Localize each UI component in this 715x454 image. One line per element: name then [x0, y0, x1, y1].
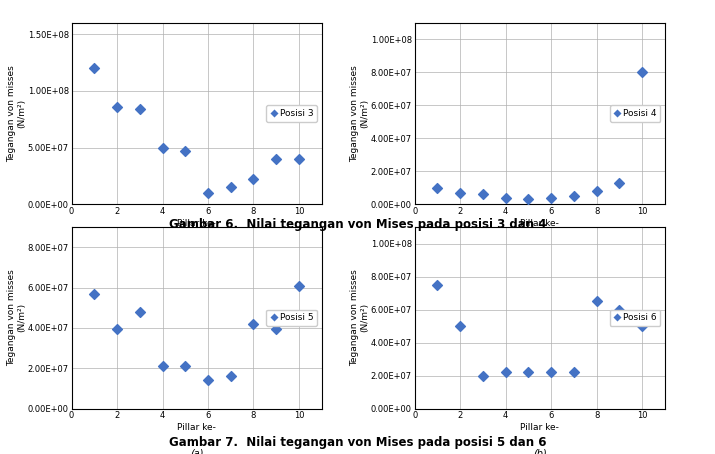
- Point: [500, 194, 511, 201]
- Point: [477, 191, 488, 198]
- Text: (b): (b): [533, 449, 547, 454]
- Point: [432, 184, 443, 192]
- Point: [179, 363, 191, 370]
- Point: [613, 306, 625, 313]
- Point: [546, 369, 557, 376]
- Point: [591, 298, 603, 305]
- Point: [134, 105, 145, 113]
- Point: [89, 64, 100, 72]
- Point: [546, 194, 557, 201]
- Point: [523, 195, 534, 202]
- Point: [500, 369, 511, 376]
- Point: [179, 147, 191, 154]
- Point: [270, 155, 282, 163]
- Point: [112, 325, 123, 332]
- Point: [591, 188, 603, 195]
- Point: [248, 320, 260, 327]
- Point: [477, 372, 488, 379]
- X-axis label: Pillar ke-: Pillar ke-: [521, 219, 559, 228]
- Text: Gambar 6.  Nilai tegangan von Mises pada posisi 3 dan 4: Gambar 6. Nilai tegangan von Mises pada …: [169, 218, 546, 231]
- Legend: Posisi 4: Posisi 4: [610, 105, 661, 122]
- Point: [248, 176, 260, 183]
- Y-axis label: Tegangan von misses
(N/m²): Tegangan von misses (N/m²): [350, 65, 369, 162]
- Point: [89, 290, 100, 297]
- Point: [568, 192, 580, 200]
- Point: [202, 189, 214, 197]
- Point: [157, 363, 168, 370]
- X-axis label: Pillar ke-: Pillar ke-: [177, 423, 216, 432]
- Legend: Posisi 6: Posisi 6: [610, 310, 661, 326]
- Text: (a): (a): [190, 449, 203, 454]
- Point: [636, 322, 648, 330]
- Point: [202, 377, 214, 384]
- Point: [225, 183, 237, 191]
- Point: [293, 155, 305, 163]
- Point: [432, 281, 443, 288]
- Point: [636, 69, 648, 76]
- Point: [455, 322, 466, 330]
- Point: [523, 369, 534, 376]
- Legend: Posisi 3: Posisi 3: [267, 105, 317, 122]
- Point: [455, 189, 466, 197]
- Point: [157, 144, 168, 151]
- Point: [293, 282, 305, 289]
- X-axis label: Pillar ke-: Pillar ke-: [177, 219, 216, 228]
- Text: Gambar 7.  Nilai tegangan von Mises pada posisi 5 dan 6: Gambar 7. Nilai tegangan von Mises pada …: [169, 436, 546, 449]
- Y-axis label: Tegangan von misses
(N/m²): Tegangan von misses (N/m²): [7, 65, 26, 162]
- Point: [613, 179, 625, 187]
- Point: [112, 103, 123, 110]
- Text: (b): (b): [533, 244, 547, 254]
- Y-axis label: Tegangan von misses
(N/m²): Tegangan von misses (N/m²): [6, 269, 26, 366]
- Y-axis label: Tegangan von misses
(N/m²): Tegangan von misses (N/m²): [350, 269, 369, 366]
- Point: [270, 325, 282, 332]
- Point: [134, 308, 145, 316]
- Text: (a): (a): [190, 244, 203, 254]
- Point: [225, 373, 237, 380]
- X-axis label: Pillar ke-: Pillar ke-: [521, 423, 559, 432]
- Legend: Posisi 5: Posisi 5: [267, 310, 317, 326]
- Point: [568, 369, 580, 376]
